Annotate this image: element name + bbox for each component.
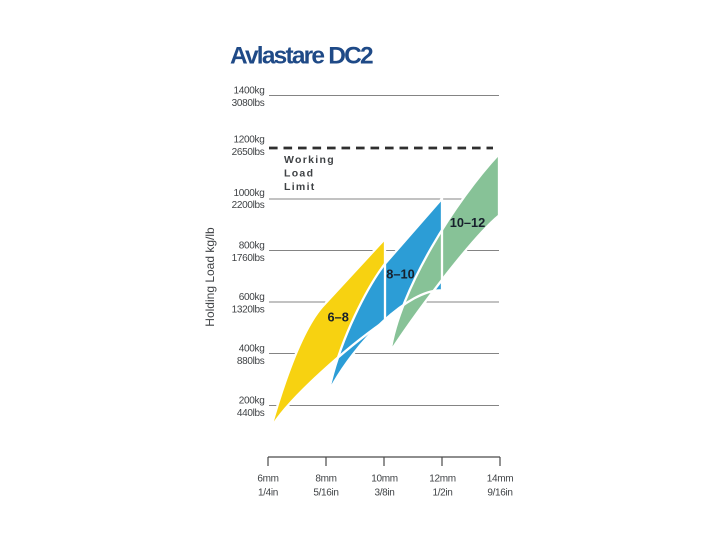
svg-text:Avlastare DC2: Avlastare DC2	[230, 43, 373, 70]
svg-text:12mm: 12mm	[429, 474, 455, 485]
svg-text:880lbs: 880lbs	[237, 356, 265, 367]
svg-text:1320lbs: 1320lbs	[232, 305, 265, 316]
svg-text:440lbs: 440lbs	[237, 408, 265, 419]
svg-text:Limit: Limit	[284, 181, 316, 193]
svg-text:Working: Working	[284, 154, 335, 166]
svg-text:1/4in: 1/4in	[258, 488, 278, 499]
svg-text:6mm: 6mm	[257, 474, 278, 485]
svg-text:10–12: 10–12	[450, 215, 486, 230]
svg-text:200kg: 200kg	[239, 396, 265, 407]
svg-text:Holding Load kg/lb: Holding Load kg/lb	[203, 227, 217, 327]
svg-text:9/16in: 9/16in	[487, 488, 512, 499]
svg-text:1200kg: 1200kg	[233, 135, 264, 146]
svg-text:800kg: 800kg	[239, 241, 265, 252]
svg-text:3/8in: 3/8in	[375, 488, 395, 499]
svg-text:5/16in: 5/16in	[313, 488, 338, 499]
svg-text:14mm: 14mm	[487, 474, 513, 485]
svg-text:400kg: 400kg	[239, 344, 265, 355]
svg-text:2650lbs: 2650lbs	[232, 147, 265, 158]
svg-text:10mm: 10mm	[371, 474, 397, 485]
svg-text:Load: Load	[284, 168, 314, 180]
svg-text:1/2in: 1/2in	[433, 488, 453, 499]
svg-text:600kg: 600kg	[239, 292, 265, 303]
svg-text:1000kg: 1000kg	[233, 188, 264, 199]
svg-text:8mm: 8mm	[315, 474, 336, 485]
svg-text:8–10: 8–10	[386, 267, 414, 282]
svg-text:1760lbs: 1760lbs	[232, 253, 265, 264]
svg-text:3080lbs: 3080lbs	[232, 98, 265, 109]
svg-text:1400kg: 1400kg	[233, 86, 264, 97]
svg-text:2200lbs: 2200lbs	[232, 200, 265, 211]
svg-text:6–8: 6–8	[328, 309, 349, 324]
